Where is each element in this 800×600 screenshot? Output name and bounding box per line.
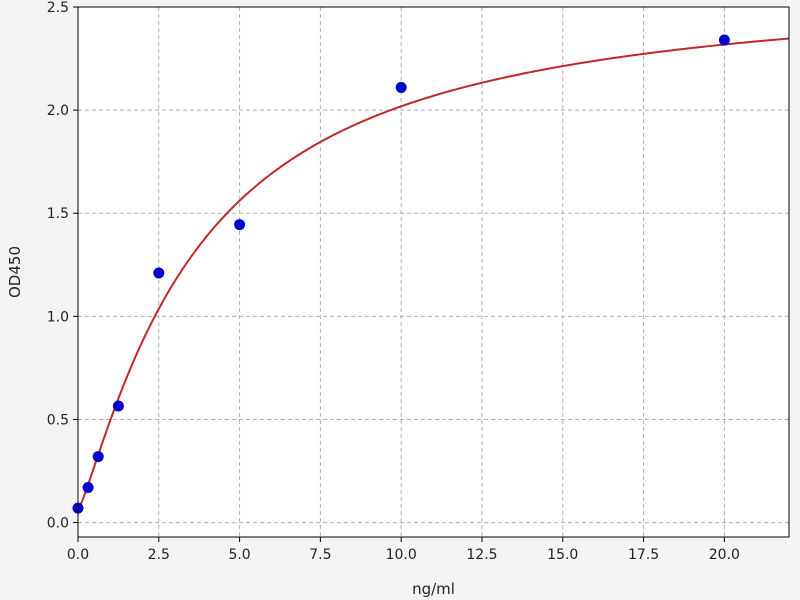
- x-tick-label: 17.5: [628, 547, 659, 563]
- y-axis-label: OD450: [6, 246, 24, 298]
- x-tick-label: 2.5: [148, 547, 170, 563]
- data-point: [718, 34, 730, 46]
- data-point: [234, 219, 246, 231]
- x-tick-label: 15.0: [547, 547, 578, 563]
- y-tick-label: 2.5: [47, 0, 69, 16]
- y-tick-label: 2.0: [47, 103, 69, 119]
- y-tick-label: 1.5: [47, 206, 69, 222]
- y-tick-label: 1.0: [47, 309, 69, 325]
- data-points: [72, 34, 730, 514]
- data-point: [153, 267, 165, 279]
- x-tick-label: 5.0: [228, 547, 250, 563]
- data-point: [395, 81, 407, 93]
- y-tick-label: 0.0: [47, 516, 69, 532]
- x-tick-label: 0.0: [67, 547, 89, 563]
- plot-frame: [77, 6, 790, 538]
- y-tick-label: 0.5: [47, 412, 69, 428]
- x-tick-label: 20.0: [709, 547, 740, 563]
- data-point: [112, 400, 124, 412]
- x-tick-label: 7.5: [309, 547, 331, 563]
- data-point: [82, 482, 94, 494]
- fit-curve: [77, 37, 790, 511]
- plot-area: [78, 7, 789, 537]
- x-axis-label: ng/ml: [412, 580, 455, 598]
- x-tick-label: 10.0: [386, 547, 417, 563]
- x-tick-label: 12.5: [466, 547, 497, 563]
- data-point: [92, 451, 104, 463]
- y-axis-ticks: 0.0 0.5 1.0 1.5 2.0 2.5: [47, 0, 78, 532]
- x-axis-ticks: 0.0 2.5 5.0 7.5 10.0 12.5 15.0 17.5 20.0: [67, 537, 740, 563]
